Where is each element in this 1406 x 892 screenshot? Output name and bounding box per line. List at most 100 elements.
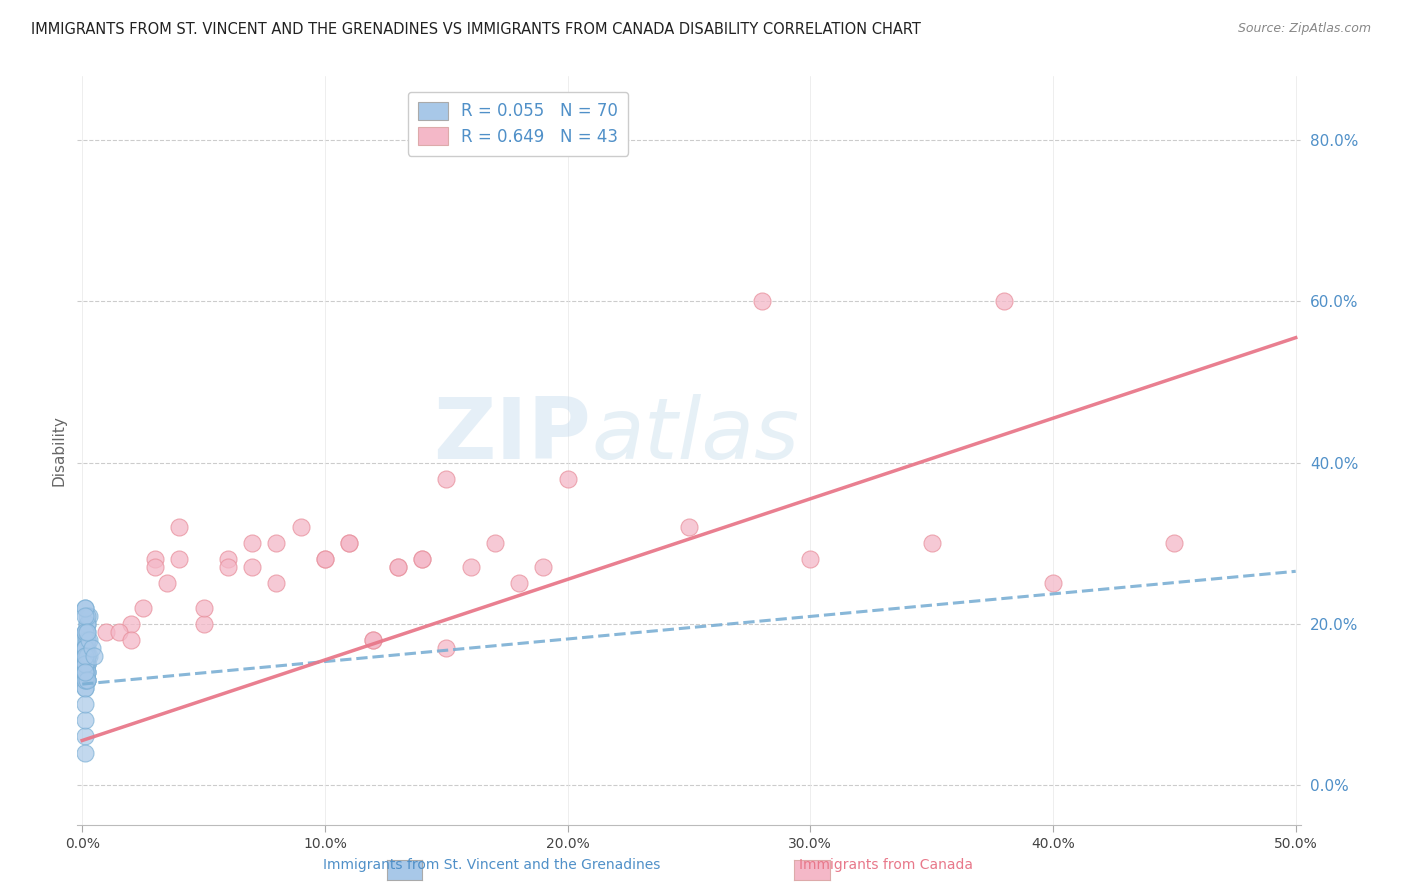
Point <box>73 665 96 679</box>
Point <box>193 616 215 631</box>
Point <box>434 640 457 655</box>
Point <box>73 648 96 663</box>
Point <box>120 632 142 647</box>
Point <box>76 640 98 655</box>
Point <box>363 632 385 647</box>
Point <box>73 665 96 679</box>
Point <box>76 616 98 631</box>
Point <box>73 608 96 623</box>
Point <box>73 657 96 671</box>
Point <box>73 746 96 760</box>
Point <box>484 536 506 550</box>
Legend: R = 0.055   N = 70, R = 0.649   N = 43: R = 0.055 N = 70, R = 0.649 N = 43 <box>408 92 628 155</box>
Point <box>76 616 98 631</box>
Point <box>143 552 166 566</box>
Point <box>76 673 98 687</box>
Point <box>73 673 96 687</box>
Point <box>76 665 98 679</box>
Point <box>73 681 96 695</box>
Point <box>337 536 360 550</box>
Point <box>79 608 101 623</box>
Point <box>266 536 288 550</box>
Point <box>73 657 96 671</box>
Point <box>120 616 142 631</box>
Point <box>193 600 215 615</box>
Point <box>73 600 96 615</box>
Point <box>73 624 96 639</box>
Point <box>73 665 96 679</box>
Point <box>76 624 98 639</box>
Point <box>73 624 96 639</box>
Point <box>169 520 191 534</box>
Point <box>73 665 96 679</box>
Point <box>411 552 433 566</box>
Point <box>73 657 96 671</box>
Point <box>73 657 96 671</box>
Point <box>240 536 263 550</box>
Point <box>1163 536 1185 550</box>
Point <box>73 673 96 687</box>
Point <box>76 673 98 687</box>
Point <box>993 294 1015 309</box>
Point <box>73 698 96 712</box>
Point <box>76 673 98 687</box>
Point <box>73 648 96 663</box>
Point <box>240 560 263 574</box>
Point <box>531 560 554 574</box>
Point <box>76 608 98 623</box>
Text: Immigrants from Canada: Immigrants from Canada <box>799 858 973 872</box>
Point <box>76 648 98 663</box>
Point <box>76 632 98 647</box>
Point <box>217 552 239 566</box>
Point <box>73 657 96 671</box>
Point <box>314 552 336 566</box>
Point <box>143 560 166 574</box>
Point <box>73 600 96 615</box>
Point <box>73 681 96 695</box>
Point <box>73 640 96 655</box>
Point <box>96 624 118 639</box>
Point <box>107 624 129 639</box>
Point <box>76 624 98 639</box>
Point <box>73 632 96 647</box>
Point <box>83 648 105 663</box>
Point <box>76 648 98 663</box>
Point <box>434 472 457 486</box>
Text: IMMIGRANTS FROM ST. VINCENT AND THE GRENADINES VS IMMIGRANTS FROM CANADA DISABIL: IMMIGRANTS FROM ST. VINCENT AND THE GREN… <box>31 22 921 37</box>
Point <box>73 640 96 655</box>
Point <box>73 714 96 728</box>
Point <box>73 648 96 663</box>
Point <box>73 640 96 655</box>
Point <box>76 673 98 687</box>
Text: ZIP: ZIP <box>433 394 591 477</box>
Point <box>290 520 312 534</box>
Point <box>76 632 98 647</box>
Point <box>76 648 98 663</box>
Point <box>73 648 96 663</box>
Point <box>73 640 96 655</box>
Point <box>76 657 98 671</box>
Point <box>751 294 773 309</box>
Point <box>73 624 96 639</box>
Point <box>557 472 579 486</box>
Point <box>266 576 288 591</box>
Text: atlas: atlas <box>591 394 799 477</box>
Point <box>73 665 96 679</box>
Point <box>73 730 96 744</box>
Point <box>73 640 96 655</box>
Point <box>79 632 101 647</box>
Text: Source: ZipAtlas.com: Source: ZipAtlas.com <box>1237 22 1371 36</box>
Point <box>678 520 700 534</box>
Point <box>337 536 360 550</box>
Point <box>508 576 530 591</box>
Point <box>80 640 103 655</box>
Point <box>460 560 482 574</box>
Point <box>73 648 96 663</box>
Point <box>387 560 409 574</box>
Point <box>73 657 96 671</box>
Point <box>169 552 191 566</box>
Point <box>799 552 821 566</box>
Point <box>1042 576 1064 591</box>
Point <box>132 600 155 615</box>
Point <box>73 648 96 663</box>
